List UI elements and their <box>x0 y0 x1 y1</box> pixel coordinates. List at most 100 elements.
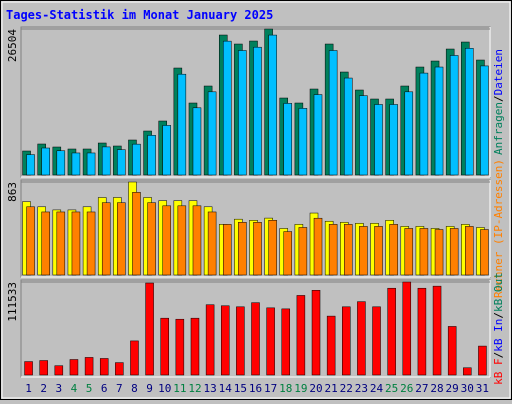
bar <box>220 305 230 376</box>
bar <box>177 73 187 176</box>
legend-entry: Anfragen <box>492 102 505 155</box>
bar <box>39 360 48 376</box>
bar <box>251 302 260 376</box>
chart-title: Tages-Statistik im Monat January 2025 <box>6 8 273 22</box>
bar <box>253 222 262 276</box>
x-tick-label: 29 <box>446 382 459 395</box>
x-tick-label: 5 <box>86 382 93 395</box>
bar <box>328 224 338 276</box>
bar <box>374 104 383 176</box>
bar <box>298 108 308 176</box>
bar <box>24 361 33 376</box>
bar <box>130 340 139 376</box>
bar <box>86 211 96 276</box>
x-tick-label: 31 <box>476 382 489 395</box>
bar <box>283 231 293 276</box>
x-tick-label: 25 <box>385 382 398 395</box>
bar <box>56 211 66 276</box>
bar <box>99 358 109 376</box>
legend-separator: / <box>492 312 505 319</box>
bar <box>175 318 185 376</box>
bar <box>480 229 489 276</box>
legend-entry: Dateien <box>492 49 505 95</box>
bar <box>26 154 35 176</box>
x-tick-label: 9 <box>146 382 153 395</box>
x-tick-label: 1 <box>25 382 32 395</box>
bar <box>359 95 368 176</box>
x-tick-label: 23 <box>355 382 368 395</box>
x-tick-label: 26 <box>400 382 413 395</box>
x-tick-label: 12 <box>188 382 201 395</box>
x-tick-label: 19 <box>294 382 307 395</box>
bar <box>238 50 247 176</box>
bar <box>434 229 444 276</box>
bar <box>160 317 169 376</box>
bar <box>236 306 245 376</box>
bar <box>359 226 368 276</box>
x-tick-label: 3 <box>56 382 63 395</box>
x-tick-label: 6 <box>101 382 108 395</box>
bar <box>342 306 351 376</box>
bar <box>69 359 79 376</box>
bar <box>71 211 81 276</box>
y-tick-label: 26504 <box>6 29 19 62</box>
bar <box>419 228 429 276</box>
y-tick-label: 111533 <box>6 282 19 322</box>
bar <box>374 226 383 276</box>
bar <box>283 103 293 176</box>
bar <box>432 285 442 376</box>
bar <box>449 55 459 176</box>
bar <box>344 77 353 176</box>
legend: kB F/kB In/kB Out <box>492 272 505 385</box>
x-tick-label: 8 <box>131 382 138 395</box>
x-tick-label: 30 <box>461 382 474 395</box>
legend-entry: kB Out <box>492 272 505 312</box>
legend-entry: Rechner (IP-Adressen) <box>492 159 505 298</box>
bar <box>205 304 215 376</box>
bar <box>480 65 489 176</box>
bar <box>402 281 412 376</box>
bar <box>41 147 50 176</box>
bar <box>434 66 444 176</box>
bar <box>344 224 353 276</box>
x-tick-label: 16 <box>249 382 262 395</box>
bar <box>417 287 427 376</box>
bar <box>26 206 35 276</box>
bar <box>389 224 398 276</box>
bar <box>117 202 126 276</box>
bar <box>101 202 111 276</box>
bar <box>449 228 459 276</box>
legend-entry: kB F <box>492 358 505 385</box>
x-tick-label: 22 <box>340 382 353 395</box>
bar <box>419 72 429 176</box>
bar <box>177 205 187 276</box>
x-tick-label: 24 <box>370 382 384 395</box>
bar <box>253 46 262 176</box>
x-tick-label: 27 <box>415 382 428 395</box>
bar <box>54 365 64 376</box>
bar <box>389 104 398 176</box>
bar <box>207 91 217 176</box>
bar <box>41 211 50 276</box>
legend-separator: / <box>492 352 505 359</box>
bar <box>298 227 308 276</box>
bar <box>281 308 291 376</box>
bar <box>190 317 200 376</box>
y-tick-label: 863 <box>6 182 19 202</box>
bar <box>268 34 277 176</box>
bar <box>56 150 66 176</box>
bar <box>311 290 321 376</box>
x-tick-label: 28 <box>430 382 443 395</box>
bar <box>404 228 414 276</box>
legend-entry: kB In <box>492 319 505 352</box>
bar <box>71 152 81 176</box>
bar <box>266 307 275 376</box>
bar <box>238 222 247 276</box>
bar <box>326 315 336 376</box>
x-tick-label: 7 <box>116 382 123 395</box>
bar <box>222 224 232 276</box>
bar <box>313 217 323 276</box>
bar <box>162 205 171 276</box>
